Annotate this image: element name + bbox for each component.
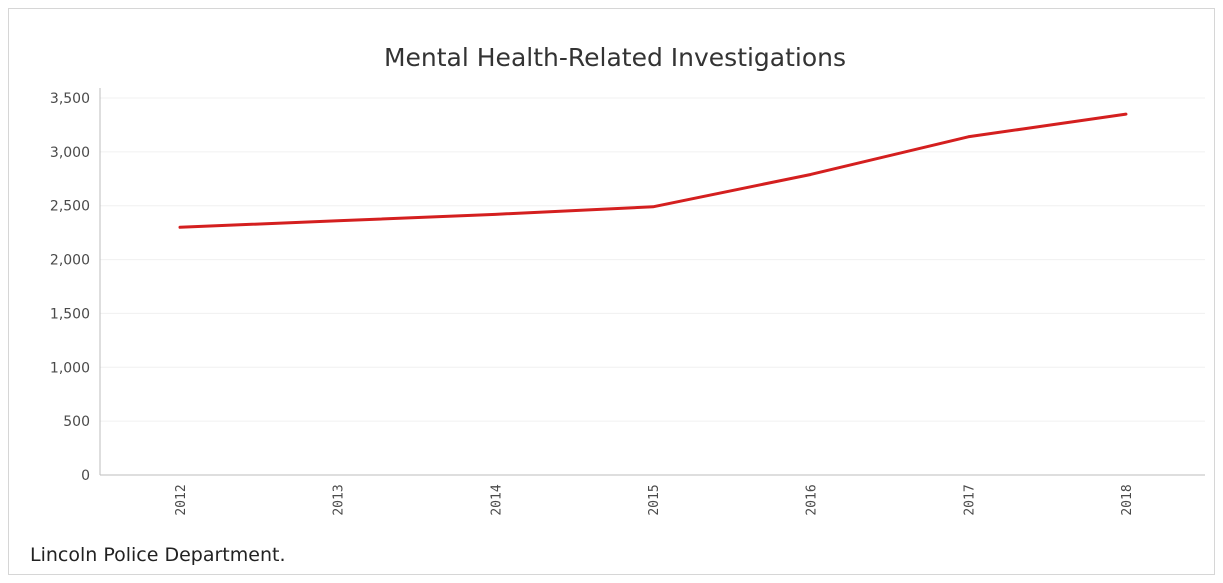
- series-line: [178, 112, 1128, 229]
- x-tick-label: 2018: [1120, 484, 1135, 515]
- chart-title: Mental Health-Related Investigations: [384, 43, 846, 72]
- y-tick-label: 2,000: [50, 253, 90, 269]
- x-tick-label: 2016: [805, 484, 820, 515]
- x-axis-tick-labels: 2012 2013 2014 2015 2016 2017 2018: [174, 484, 1135, 515]
- x-tick-label: 2013: [332, 484, 347, 515]
- x-tick-label: 2015: [647, 484, 662, 515]
- y-tick-label: 0: [81, 468, 90, 484]
- x-tick-label: 2017: [962, 484, 977, 515]
- y-tick-label: 2,500: [50, 199, 90, 215]
- x-tick-label: 2014: [489, 484, 504, 515]
- chart-frame: [8, 8, 1215, 575]
- x-tick-label: 2012: [174, 484, 189, 515]
- y-tick-label: 1,500: [50, 306, 90, 322]
- source-caption: Lincoln Police Department.: [30, 544, 286, 566]
- y-tick-label: 1,000: [50, 360, 90, 376]
- series-layer: [178, 112, 1128, 229]
- y-axis-tick-labels: 0 500 1,000 1,500 2,000 2,500 3,000 3,500: [50, 91, 90, 484]
- grid-lines: [99, 88, 1205, 476]
- y-tick-label: 3,000: [50, 145, 90, 161]
- y-tick-label: 3,500: [50, 91, 90, 107]
- y-tick-label: 500: [63, 414, 90, 430]
